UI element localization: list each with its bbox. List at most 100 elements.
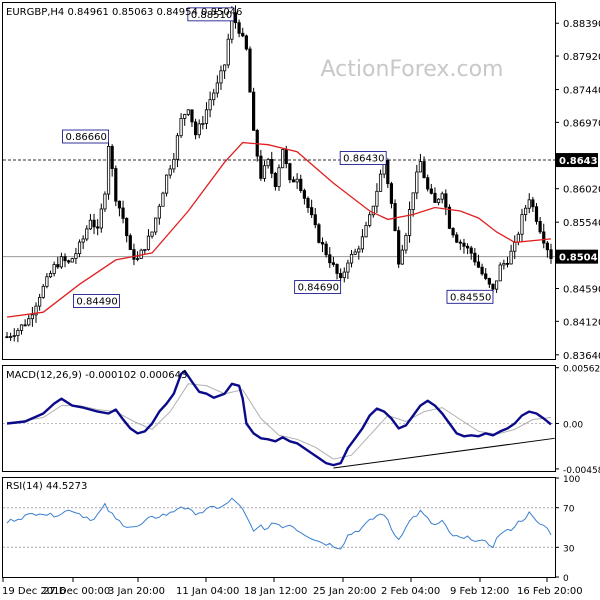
candle (331, 256, 336, 267)
candle-body (487, 278, 491, 285)
candle-body (320, 242, 325, 245)
candle (52, 261, 56, 277)
candle (259, 149, 263, 181)
x-tick-label: 18 Jan 12:00 (244, 586, 307, 597)
macd-line (6, 369, 552, 467)
candle (360, 229, 365, 253)
candle (30, 306, 34, 327)
candle-body (59, 256, 64, 268)
candle-body (183, 114, 187, 119)
candle (212, 88, 216, 106)
candle-body (161, 192, 165, 207)
candle-body (172, 158, 176, 170)
candle-body (154, 217, 158, 233)
candle-body (157, 205, 161, 219)
current-price-tag: 0.85046 (559, 253, 600, 264)
candle (16, 328, 20, 343)
moving-average-line (6, 141, 552, 318)
candle-body (103, 193, 107, 210)
candle (241, 27, 245, 38)
candle-body (48, 273, 53, 278)
macd-y-axis: 0.005627 0.00 -0.004586 (555, 365, 600, 476)
x-tick-label: 11 Jan 04:00 (176, 586, 239, 597)
current-price-tag-bg (556, 249, 598, 264)
candle-body (52, 264, 56, 274)
candle-body (502, 262, 506, 266)
candle (103, 191, 107, 212)
macd-signal-line (6, 383, 552, 460)
candle-body (270, 158, 274, 174)
price-level-label-text: 0.84690 (298, 283, 339, 294)
candle-body (433, 192, 437, 203)
candle (534, 203, 539, 225)
candle-body (306, 197, 310, 208)
rsi-y-tick-label: 70 (563, 505, 575, 515)
candle-body (45, 276, 49, 287)
candle-body (244, 35, 248, 50)
candle-body (190, 109, 194, 123)
candle-body (197, 123, 201, 136)
candle (498, 262, 502, 282)
rsi-header: RSI(14) 44.5273 (6, 481, 87, 492)
candle (186, 109, 190, 117)
price-level-label: 0.88510 (187, 7, 235, 22)
price-level-label-text: 0.88510 (191, 10, 232, 21)
candle-body (451, 228, 455, 236)
candle-body (237, 22, 241, 34)
price-level-labels: 0.88510 0.86660 0.86430 0.84490 0.84690 0.845… (62, 7, 494, 308)
candle (502, 259, 506, 270)
candle (400, 244, 404, 265)
candle (451, 227, 455, 238)
candle (487, 277, 491, 288)
candle (429, 183, 433, 195)
candle-body (284, 149, 288, 165)
candle (527, 193, 531, 214)
candle (128, 233, 132, 250)
candle (237, 19, 241, 38)
candle-body (168, 168, 172, 176)
macd-header: MACD(12,26,9) -0.000102 0.000643 (6, 370, 187, 381)
candle-body (335, 264, 339, 274)
candle (494, 280, 499, 293)
candle-body (132, 249, 136, 260)
candle-body (164, 174, 169, 194)
candle (310, 199, 314, 218)
candle-body (429, 188, 433, 194)
rsi-line (6, 497, 552, 550)
candle-body (146, 235, 151, 250)
candle-body (121, 207, 125, 219)
candle-body (125, 217, 129, 237)
candle (121, 200, 125, 224)
candle (302, 188, 306, 205)
candle (266, 157, 270, 169)
candle (469, 245, 473, 260)
candle-body (516, 233, 520, 243)
candle (542, 223, 546, 249)
candle-body (110, 145, 114, 169)
price-level-label-box (73, 294, 120, 308)
candle (371, 205, 375, 218)
candle-body (534, 206, 539, 222)
candle-body (67, 260, 71, 263)
candle-body (99, 208, 103, 229)
candle-body (233, 12, 238, 24)
candle (531, 196, 535, 213)
price-level-label: 0.84490 (73, 294, 120, 308)
candle (157, 203, 161, 225)
candle (172, 152, 176, 173)
candle-body (426, 177, 430, 190)
candle-body (150, 231, 154, 237)
candle (346, 259, 350, 279)
candle-body (30, 314, 34, 320)
candle-body (494, 280, 499, 290)
candle (164, 174, 169, 197)
candle-body (411, 192, 415, 210)
candle (324, 241, 328, 258)
price-level-label-text: 0.86660 (66, 132, 107, 143)
candle (132, 243, 136, 266)
price-level-label-text: 0.84550 (450, 292, 491, 303)
candle (516, 231, 520, 246)
candle (114, 165, 118, 207)
candle-body (226, 38, 230, 66)
